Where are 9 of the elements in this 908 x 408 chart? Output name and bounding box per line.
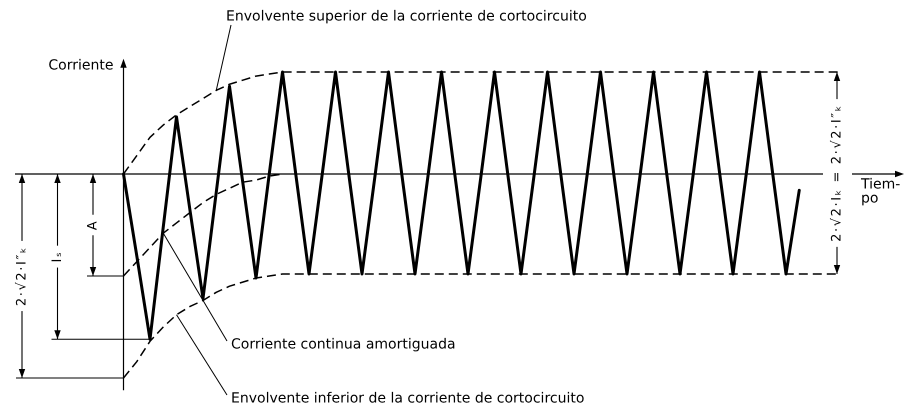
text: Envolvente inferior de la corriente de cortocircuito [231, 390, 584, 407]
text: Corriente continua amortiguada [231, 336, 456, 353]
y-axis-title: Corriente [48, 57, 114, 74]
text: 2·√2·I″ₖ [14, 246, 30, 306]
text: Iₛ [50, 250, 65, 263]
text: A [86, 220, 100, 230]
x-axis-title: Tiem-po [860, 176, 900, 207]
annotation: 2·√2·Iₖ = 2·√2·I″ₖ [830, 104, 844, 242]
text: Envolvente superior de la corriente de cortocircuito [226, 8, 587, 25]
